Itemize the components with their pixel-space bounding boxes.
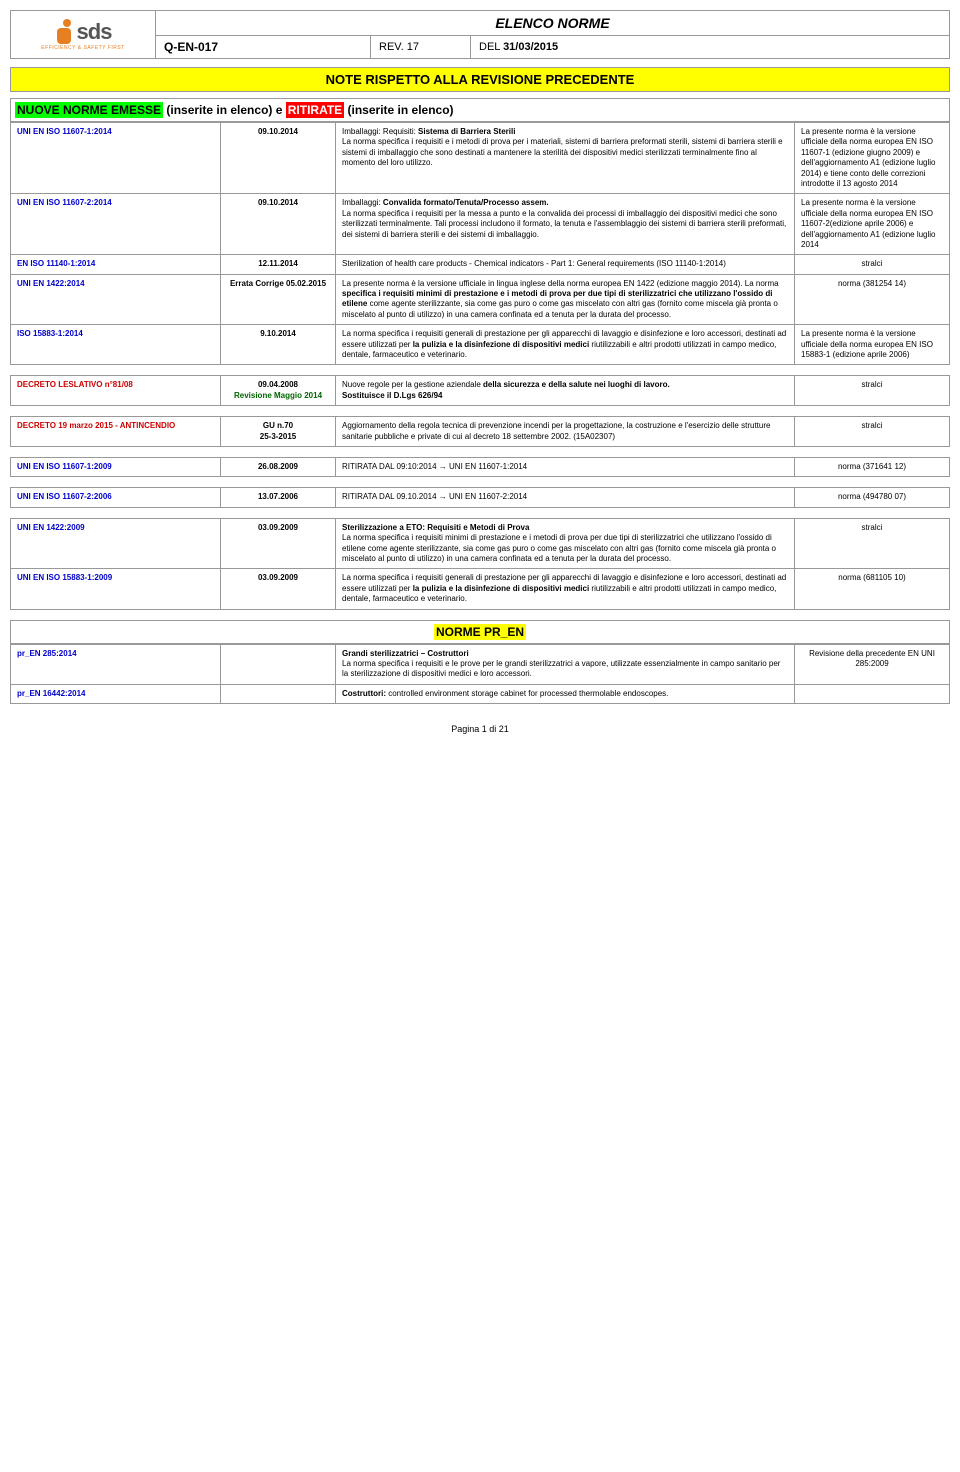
norm-code: DECRETO 19 marzo 2015 - ANTINCENDIO [11,417,221,447]
norm-note: norma (681105 10) [795,569,950,609]
table-row: UNI EN ISO 11607-2:200613.07.2006RITIRAT… [11,488,950,507]
table-row: UNI EN ISO 11607-1:201409.10.2014Imballa… [11,123,950,194]
logo-icon [55,19,75,45]
rev-cell: REV. 17 [371,36,471,59]
norm-code: pr_EN 16442:2014 [11,684,221,703]
norm-date: 9.10.2014 [221,325,336,365]
norm-note: stralci [795,518,950,569]
norm-date: 03.09.2009 [221,569,336,609]
norm-description: Sterilization of health care products - … [336,255,795,274]
norm-description: Sterilizzazione a ETO: Requisiti e Metod… [336,518,795,569]
norm-code: DECRETO LESLATIVO n°81/08 [11,376,221,406]
table-row: DECRETO LESLATIVO n°81/0809.04.2008Revis… [11,376,950,406]
norms-table-6: UNI EN 1422:200903.09.2009Sterilizzazion… [10,518,950,610]
norm-code: UNI EN ISO 11607-2:2014 [11,194,221,255]
table-row: UNI EN ISO 15883-1:200903.09.2009La norm… [11,569,950,609]
norm-note: La presente norma è la versione ufficial… [795,325,950,365]
logo-tagline: EFFICIENCY & SAFETY FIRST [41,45,124,51]
norm-description: La norma specifica i requisiti generali … [336,325,795,365]
doc-title: ELENCO NORME [156,11,950,36]
norm-code: UNI EN ISO 11607-2:2006 [11,488,221,507]
norm-code: ISO 15883-1:2014 [11,325,221,365]
norm-date: 13.07.2006 [221,488,336,507]
norm-date [221,644,336,684]
norm-note: norma (381254 14) [795,274,950,325]
norm-date: GU n.7025-3-2015 [221,417,336,447]
norm-code: UNI EN ISO 11607-1:2009 [11,457,221,476]
norm-description: La norma specifica i requisiti generali … [336,569,795,609]
revision-banner: NOTE RISPETTO ALLA REVISIONE PRECEDENTE [10,67,950,92]
norm-description: Grandi sterilizzatrici – CostruttoriLa n… [336,644,795,684]
section-norme-pr-en: NORME PR_EN [10,620,950,644]
norm-description: Imballaggi: Convalida formato/Tenuta/Pro… [336,194,795,255]
norm-date [221,684,336,703]
page-number: Pagina 1 di 21 [10,724,950,734]
norm-description: Aggiornamento della regola tecnica di pr… [336,417,795,447]
norms-table-7: pr_EN 285:2014 Grandi sterilizzatrici – C… [10,644,950,705]
norm-date: 09.04.2008Revisione Maggio 2014 [221,376,336,406]
norm-description: RITIRATA DAL 09:10:2014 → UNI EN 11607-1… [336,457,795,476]
header-table: sds EFFICIENCY & SAFETY FIRST ELENCO NOR… [10,10,950,59]
norm-date: Errata Corrige 05.02.2015 [221,274,336,325]
norm-note: La presente norma è la versione ufficial… [795,194,950,255]
norm-note: Revisione della precedente EN UNI 285:20… [795,644,950,684]
table-row: pr_EN 285:2014 Grandi sterilizzatrici – C… [11,644,950,684]
table-row: EN ISO 11140-1:201412.11.2014Sterilizati… [11,255,950,274]
norm-note [795,684,950,703]
norm-code: UNI EN ISO 11607-1:2014 [11,123,221,194]
table-row: UNI EN ISO 11607-2:201409.10.2014Imballa… [11,194,950,255]
norm-code: pr_EN 285:2014 [11,644,221,684]
norm-description: Imballaggi: Requisiti: Sistema di Barrie… [336,123,795,194]
norm-date: 12.11.2014 [221,255,336,274]
norm-code: UNI EN 1422:2014 [11,274,221,325]
norm-date: 03.09.2009 [221,518,336,569]
norm-code: UNI EN 1422:2009 [11,518,221,569]
del-cell: DEL 31/03/2015 [471,36,950,59]
logo-text: sds [77,19,112,45]
table-row: DECRETO 19 marzo 2015 - ANTINCENDIOGU n.… [11,417,950,447]
table-row: ISO 15883-1:20149.10.2014La norma specif… [11,325,950,365]
norms-table-4: UNI EN ISO 11607-1:200926.08.2009RITIRAT… [10,457,950,477]
norm-note: norma (494780 07) [795,488,950,507]
norms-table-3: DECRETO 19 marzo 2015 - ANTINCENDIOGU n.… [10,416,950,447]
norms-table-2: DECRETO LESLATIVO n°81/0809.04.2008Revis… [10,375,950,406]
table-row: UNI EN 1422:2014Errata Corrige 05.02.201… [11,274,950,325]
norm-date: 09.10.2014 [221,123,336,194]
section-nuove-norme: NUOVE NORME EMESSE (inserite in elenco) … [10,98,950,122]
norm-note: stralci [795,417,950,447]
logo-cell: sds EFFICIENCY & SAFETY FIRST [11,11,156,59]
norm-code: UNI EN ISO 15883-1:2009 [11,569,221,609]
norm-date: 26.08.2009 [221,457,336,476]
doc-code: Q-EN-017 [156,36,371,59]
norms-table-1: UNI EN ISO 11607-1:201409.10.2014Imballa… [10,122,950,365]
norm-note: norma (371641 12) [795,457,950,476]
norms-table-5: UNI EN ISO 11607-2:200613.07.2006RITIRAT… [10,487,950,507]
table-row: UNI EN ISO 11607-1:200926.08.2009RITIRAT… [11,457,950,476]
norm-description: Costruttori: controlled environment stor… [336,684,795,703]
norm-note: stralci [795,376,950,406]
norm-note: stralci [795,255,950,274]
norm-description: RITIRATA DAL 09.10.2014 → UNI EN 11607-2… [336,488,795,507]
norm-description: Nuove regole per la gestione aziendale d… [336,376,795,406]
norm-description: La presente norma è la versione ufficial… [336,274,795,325]
norm-note: La presente norma è la versione ufficial… [795,123,950,194]
table-row: UNI EN 1422:200903.09.2009Sterilizzazion… [11,518,950,569]
norm-code: EN ISO 11140-1:2014 [11,255,221,274]
norm-date: 09.10.2014 [221,194,336,255]
table-row: pr_EN 16442:2014 Costruttori: controlled … [11,684,950,703]
